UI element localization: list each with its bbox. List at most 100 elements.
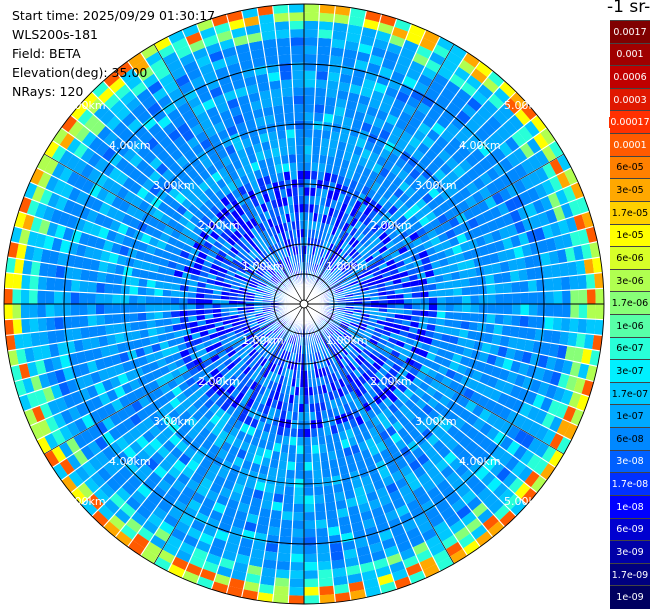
ppi-gate bbox=[13, 258, 25, 275]
ppi-gate bbox=[354, 210, 363, 221]
ppi-gate bbox=[548, 343, 560, 358]
ppi-gate bbox=[279, 331, 286, 339]
ppi-gate bbox=[573, 347, 584, 363]
ppi-gate bbox=[37, 419, 52, 437]
ppi-gate bbox=[411, 309, 421, 317]
ppi-gate bbox=[310, 420, 318, 429]
ppi-gate bbox=[122, 417, 136, 432]
ppi-gate bbox=[426, 108, 442, 122]
ppi-gate bbox=[304, 45, 318, 55]
ppi-gate bbox=[66, 453, 82, 471]
ppi-gate bbox=[279, 280, 287, 288]
ppi-gate bbox=[198, 62, 215, 76]
ppi-gate bbox=[362, 251, 372, 260]
ppi-gate bbox=[192, 186, 204, 198]
ppi-gate bbox=[308, 204, 315, 213]
ppi-gate bbox=[256, 316, 266, 322]
ppi-gate bbox=[201, 497, 216, 510]
ppi-gate bbox=[414, 387, 426, 399]
ppi-gate bbox=[443, 143, 458, 157]
ppi-gate bbox=[277, 329, 285, 338]
ppi-gate bbox=[118, 199, 131, 214]
ppi-gate bbox=[472, 162, 486, 177]
ppi-gate bbox=[249, 280, 259, 287]
ppi-gate bbox=[347, 505, 361, 516]
ppi-gate bbox=[520, 158, 535, 175]
ppi-gate bbox=[355, 494, 369, 506]
ppi-gate bbox=[145, 352, 157, 364]
ppi-gate bbox=[237, 545, 252, 557]
ppi-gate bbox=[367, 209, 378, 220]
ppi-gate bbox=[316, 275, 323, 283]
ppi-gate bbox=[129, 412, 143, 427]
ppi-gate bbox=[67, 352, 79, 367]
ppi-gate bbox=[109, 492, 126, 509]
ppi-gate bbox=[312, 129, 323, 139]
ppi-gate bbox=[492, 176, 507, 192]
ppi-gate bbox=[519, 449, 535, 466]
ppi-gate bbox=[385, 341, 396, 350]
ppi-gate bbox=[465, 153, 479, 168]
colorbar-title: -1 sr- bbox=[607, 0, 650, 17]
ppi-gate bbox=[467, 358, 479, 370]
ppi-gate bbox=[246, 288, 256, 294]
ppi-gate bbox=[417, 520, 434, 535]
colorbar-label: 6e-08 bbox=[615, 433, 645, 445]
ppi-gate bbox=[264, 314, 273, 319]
ppi-gate bbox=[212, 93, 227, 107]
ppi-gate bbox=[196, 287, 206, 294]
ppi-gate bbox=[123, 190, 137, 204]
ppi-gate bbox=[354, 357, 363, 366]
ppi-gate bbox=[237, 334, 247, 342]
ppi-gate bbox=[166, 108, 182, 122]
ppi-gate bbox=[433, 520, 450, 535]
ppi-gate bbox=[394, 240, 405, 250]
ppi-gate bbox=[553, 357, 565, 373]
ppi-gate bbox=[477, 142, 492, 158]
range-label: 1.00km bbox=[242, 260, 284, 273]
ppi-gate bbox=[3, 288, 13, 304]
ppi-gate bbox=[378, 262, 388, 271]
ppi-gate bbox=[560, 389, 574, 406]
ppi-gate bbox=[366, 258, 377, 267]
ppi-gate bbox=[333, 331, 342, 340]
ppi-gate bbox=[296, 445, 304, 455]
ppi-gate bbox=[37, 304, 46, 318]
ppi-gate bbox=[352, 67, 367, 79]
ppi-gate bbox=[333, 285, 343, 291]
ppi-gate bbox=[278, 319, 286, 327]
ppi-gate bbox=[74, 217, 87, 232]
ppi-gate bbox=[372, 270, 382, 278]
ppi-gate bbox=[203, 409, 215, 421]
ppi-gate bbox=[195, 304, 205, 310]
ppi-gate bbox=[68, 186, 82, 203]
ppi-gate bbox=[144, 224, 156, 237]
ppi-gate bbox=[333, 583, 350, 595]
ppi-gate bbox=[108, 166, 122, 182]
ppi-gate bbox=[327, 374, 334, 384]
ppi-gate bbox=[373, 254, 384, 263]
ppi-gate bbox=[71, 279, 81, 293]
ppi-gate bbox=[51, 162, 66, 180]
ppi-gate bbox=[97, 226, 110, 240]
ppi-gate bbox=[363, 140, 376, 152]
ppi-gate bbox=[231, 258, 242, 267]
ppi-gate bbox=[322, 319, 330, 327]
ppi-gate bbox=[465, 412, 479, 427]
ppi-gate bbox=[469, 133, 484, 148]
ppi-gate bbox=[254, 373, 263, 384]
field-label: Field: BETA bbox=[12, 46, 81, 61]
ppi-gate bbox=[229, 233, 240, 243]
ppi-gate bbox=[137, 526, 155, 542]
ppi-gate bbox=[135, 421, 149, 436]
ppi-gate bbox=[198, 504, 213, 518]
ppi-gate bbox=[39, 188, 53, 206]
ppi-gate bbox=[402, 491, 417, 505]
ppi-gate bbox=[341, 212, 350, 223]
ppi-gate bbox=[241, 375, 251, 385]
ppi-gate bbox=[293, 104, 304, 113]
ppi-gate bbox=[122, 331, 133, 343]
ppi-gate bbox=[456, 260, 467, 272]
ppi-gate bbox=[30, 261, 41, 277]
colorbar-box: 3e-05 bbox=[610, 178, 650, 202]
